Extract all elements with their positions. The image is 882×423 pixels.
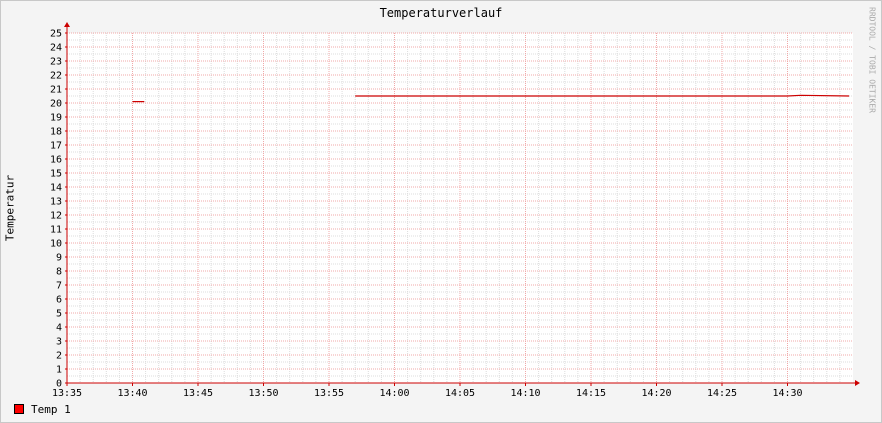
- series-line-temp-1: [355, 94, 850, 97]
- x-tick-label: 14:10: [510, 388, 540, 399]
- y-tick-label: 11: [50, 225, 62, 236]
- y-tick-label: 2: [56, 351, 62, 362]
- y-tick-label: 14: [50, 183, 62, 194]
- legend-swatch: [14, 404, 24, 414]
- y-tick-label: 19: [50, 113, 62, 124]
- x-axis-arrow: [855, 380, 860, 386]
- x-tick-label: 13:40: [117, 388, 147, 399]
- x-tick-label: 14:00: [379, 388, 409, 399]
- x-tick-label: 13:55: [314, 388, 344, 399]
- x-tick-label: 13:45: [183, 388, 213, 399]
- y-tick-label: 18: [50, 127, 62, 138]
- legend: Temp 1: [14, 402, 71, 416]
- y-tick-label: 24: [50, 43, 62, 54]
- y-tick-label: 22: [50, 71, 62, 82]
- x-tick-label: 14:05: [445, 388, 475, 399]
- x-tick-label: 14:20: [641, 388, 671, 399]
- y-axis-arrow: [64, 22, 70, 27]
- y-tick-label: 21: [50, 85, 62, 96]
- x-tick-label: 13:35: [52, 388, 82, 399]
- y-tick-label: 1: [56, 365, 62, 376]
- y-tick-label: 20: [50, 99, 62, 110]
- y-tick-label: 7: [56, 281, 62, 292]
- x-tick-label: 13:50: [248, 388, 278, 399]
- x-tick-label: 14:15: [576, 388, 606, 399]
- y-tick-label: 4: [56, 323, 62, 334]
- y-tick-label: 8: [56, 267, 62, 278]
- y-tick-label: 5: [56, 309, 62, 320]
- y-tick-label: 6: [56, 295, 62, 306]
- y-tick-label: 17: [50, 141, 62, 152]
- y-tick-label: 23: [50, 57, 62, 68]
- y-tick-label: 3: [56, 337, 62, 348]
- chart-plot: 0123456789101112131415161718192021222324…: [50, 22, 860, 399]
- chart-title: Temperaturverlauf: [379, 6, 503, 20]
- y-tick-label: 15: [50, 169, 62, 180]
- y-tick-label: 0: [56, 379, 62, 390]
- y-tick-label: 13: [50, 197, 62, 208]
- x-tick-label: 14:30: [772, 388, 802, 399]
- legend-label: Temp 1: [31, 402, 71, 416]
- x-tick-label: 14:25: [707, 388, 737, 399]
- y-tick-label: 9: [56, 253, 62, 264]
- y-tick-label: 10: [50, 239, 62, 250]
- y-tick-label: 25: [50, 29, 62, 40]
- y-tick-label: 12: [50, 211, 62, 222]
- y-tick-label: 16: [50, 155, 62, 166]
